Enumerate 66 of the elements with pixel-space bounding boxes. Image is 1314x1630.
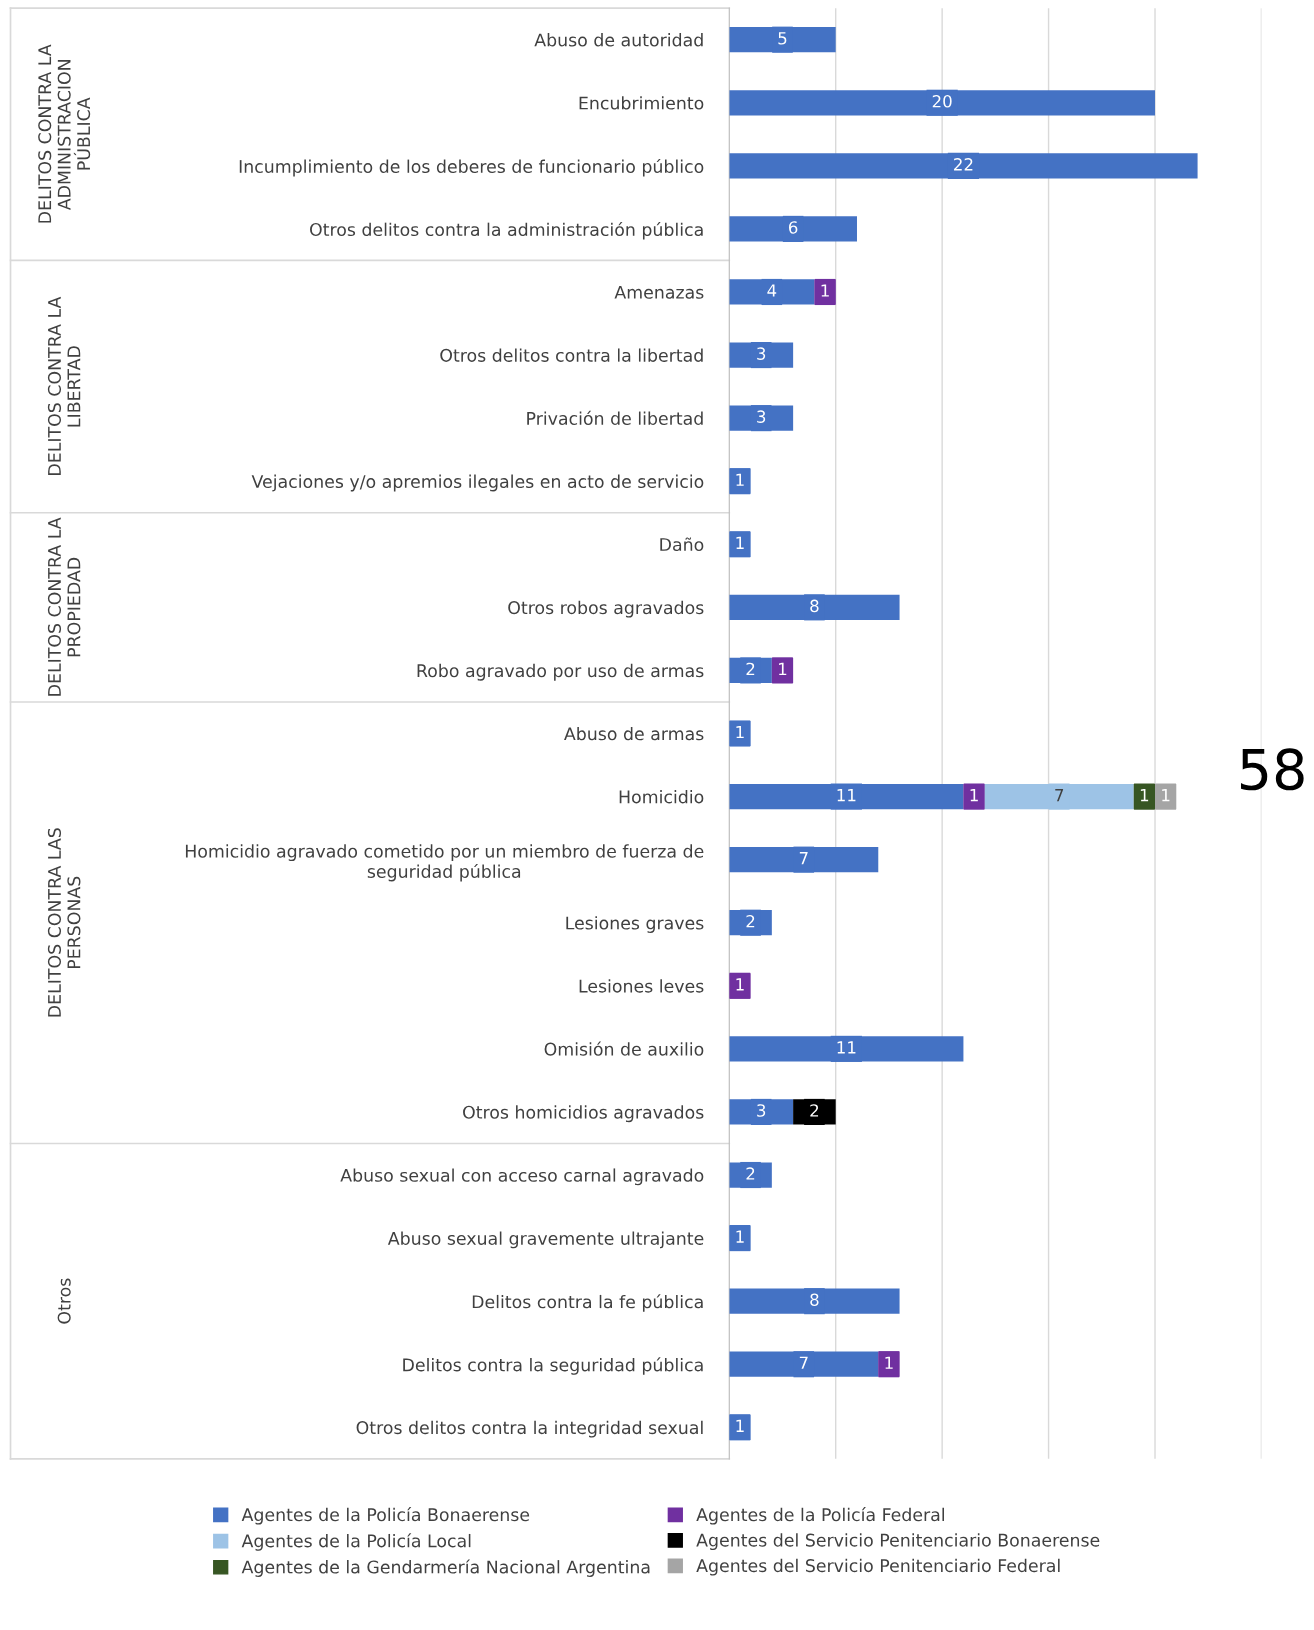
data-label: 7 xyxy=(1055,789,1064,802)
y-tick-label: Otros delitos contra la libertad xyxy=(440,348,703,362)
data-label: 1 xyxy=(821,284,829,297)
legend-label: Agentes de la Gendarmería Nacional Argentina xyxy=(241,1559,650,1577)
y-tick-label: Delitos contra la seguridad pública xyxy=(403,1357,703,1375)
data-label: 1 xyxy=(970,789,978,802)
legend-label: Agentes de la Policía Federal xyxy=(696,1507,944,1525)
y-tick-label: Daño xyxy=(660,537,704,552)
data-label: 7 xyxy=(799,1356,808,1369)
data-label: 8 xyxy=(810,1293,819,1306)
annotation: 58 xyxy=(1241,748,1304,791)
data-label: 11 xyxy=(837,789,856,802)
data-label: 1 xyxy=(736,1230,744,1243)
legend-label: Agentes del Servicio Penitenciario Federal xyxy=(696,1558,1060,1576)
data-label: 2 xyxy=(746,662,755,676)
y-tick-label: Otros delitos contra la integridad sexual xyxy=(356,1420,703,1438)
y-tick-label: Vejaciones y/o apremios ilegales en acto de servicio xyxy=(251,474,704,492)
data-label: 6 xyxy=(788,221,798,234)
y-tick-label: Lesiones leves xyxy=(579,979,704,993)
data-label: 1 xyxy=(779,662,787,676)
y-tick-label: Otros delitos contra la administración pública xyxy=(310,221,703,240)
y-tick-label: Otros robos agravados xyxy=(508,600,704,618)
data-label: 2 xyxy=(746,1167,755,1180)
data-label: 2 xyxy=(746,914,755,928)
y-tick-label: Delitos contra la fe pública xyxy=(472,1294,703,1312)
y-tick-label: Omisión de auxilio xyxy=(544,1041,704,1056)
data-label: 3 xyxy=(757,1104,766,1117)
data-label: 1 xyxy=(885,1356,893,1369)
y-tick-label: Homicidio agravado cometido por un miembro de fuerza de seguridad pública xyxy=(185,844,704,882)
y-tick-label: Lesiones graves xyxy=(566,916,704,933)
text: Otros xyxy=(57,1278,71,1324)
y-tick-label: Privación de libertad xyxy=(527,410,703,425)
legend-label: Agentes del Servicio Penitenciario Bonaerense xyxy=(696,1533,1100,1551)
legend-label: Agentes de la Policía Bonaerense xyxy=(241,1507,530,1525)
text: DELITOS CONTRA LA ADMINISTRACION PÚBLICA xyxy=(38,44,91,223)
data-label: 22 xyxy=(954,158,973,171)
data-label: 1 xyxy=(736,725,744,739)
data-label: 2 xyxy=(810,1104,819,1117)
y-tick-label: Homicidio xyxy=(619,789,704,804)
data-label: 1 xyxy=(736,1419,744,1432)
data-label: 7 xyxy=(799,852,808,865)
y-tick-label: Abuso sexual con acceso carnal agravado xyxy=(340,1168,704,1186)
y-tick-label: Robo agravado por uso de armas xyxy=(417,663,704,681)
y-tick-label: Otros homicidios agravados xyxy=(463,1105,704,1123)
y-tick-label: Incumplimiento de los deberes de funcionario público xyxy=(239,158,704,177)
data-label: 3 xyxy=(757,410,766,423)
y-tick-label: Amenazas xyxy=(614,285,704,299)
data-label: 1 xyxy=(736,536,744,549)
data-label: 5 xyxy=(778,32,787,45)
y-tick-label: Abuso de autoridad xyxy=(534,33,703,47)
text: DELITOS CONTRA LAS PERSONAS xyxy=(47,828,81,1017)
data-label: 20 xyxy=(932,94,952,108)
data-label: 1 xyxy=(1162,789,1170,802)
data-label: 3 xyxy=(757,347,766,360)
legend-label: Agentes de la Policía Local xyxy=(241,1533,471,1551)
data-label: 8 xyxy=(810,599,819,613)
data-label: 1 xyxy=(736,978,744,991)
y-tick-label: Abuso sexual gravemente ultrajante xyxy=(387,1231,704,1249)
data-label: 1 xyxy=(736,473,744,486)
y-tick-label: Encubrimiento xyxy=(579,96,704,110)
data-label: 11 xyxy=(837,1041,856,1054)
data-label: 1 xyxy=(1140,789,1149,802)
y-tick-label: Abuso de armas xyxy=(564,726,704,741)
text: DELITOS CONTRA LA PROPIEDAD xyxy=(47,517,81,696)
text: DELITOS CONTRA LA LIBERTAD xyxy=(47,296,81,475)
data-label: 4 xyxy=(767,284,777,297)
